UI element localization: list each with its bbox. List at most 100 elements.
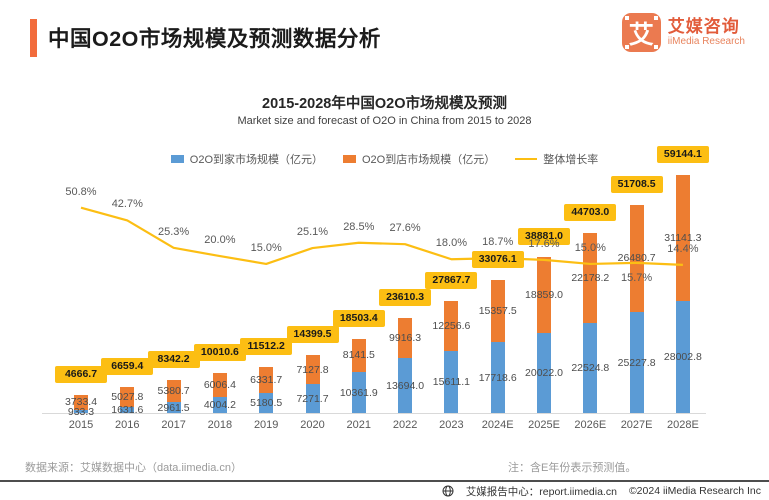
store-value-label: 6331.7: [250, 373, 283, 386]
total-value-badge: 27867.7: [425, 272, 478, 290]
legend-item-store: O2O到店市场规模（亿元）: [343, 151, 495, 167]
growth-rate-label: 20.0%: [204, 234, 236, 247]
growth-rate-label: 18.7%: [482, 236, 514, 249]
bar-segment-home: [120, 406, 135, 414]
bar-segment-home: [166, 401, 181, 414]
growth-rate-label: 28.5%: [343, 220, 375, 233]
bar-segment-home: [305, 384, 320, 414]
growth-rate-label: 25.3%: [157, 225, 190, 238]
footer-divider: [0, 480, 769, 482]
bar-segment-store: [305, 355, 320, 385]
globe-icon: [442, 485, 454, 497]
bar-segment-store: [259, 367, 274, 393]
bar-segment-store: [351, 338, 366, 372]
bar-segment-home: [583, 322, 598, 414]
bar-segment-home: [629, 311, 644, 414]
page-title: 中国O2O市场规模及预测数据分析: [48, 27, 381, 51]
title-accent-bar: [30, 19, 37, 57]
growth-rate-label: 15.0%: [250, 241, 282, 254]
bar-segment-store: [675, 174, 690, 301]
bar-segment-store: [629, 204, 644, 312]
legend-swatch-blue: [170, 155, 184, 163]
store-value-label: 6006.4: [203, 379, 236, 392]
store-value-label: 18859.0: [525, 288, 563, 301]
bar-segment-home: [351, 371, 366, 414]
logo-corner-decoration: [653, 16, 658, 20]
report-center: 艾媒报告中心：report.iimedia.cn: [465, 485, 617, 498]
legend-swatch-line: [515, 157, 538, 161]
logo-corner-decoration: [653, 45, 658, 49]
growth-rate-label: 25.1%: [296, 226, 329, 239]
x-axis-label: 2018: [207, 419, 233, 431]
legend-swatch-orange: [343, 155, 356, 163]
bar-segment-store: [444, 301, 459, 351]
total-value-badge: 4666.7: [55, 365, 107, 383]
x-axis-label: 2017: [161, 419, 186, 431]
store-value-label: 3733.4: [64, 396, 98, 409]
bar-segment-store: [74, 394, 88, 410]
total-value-badge: 10010.6: [193, 344, 246, 362]
growth-rate-label: 42.7%: [111, 198, 143, 211]
logo-corner-decoration: [624, 45, 629, 49]
total-value-badge: 14399.5: [286, 326, 339, 344]
legend-item-growth: 整体增长率: [515, 151, 598, 167]
legend-label-store: O2O到店市场规模（亿元）: [362, 154, 496, 166]
legend-item-home: O2O到家市场规模（亿元）: [170, 151, 323, 167]
store-value-label: 5380.7: [157, 384, 190, 397]
growth-rate-label: 17.6%: [528, 237, 560, 250]
total-value-badge: 59144.1: [656, 145, 709, 163]
x-axis-label: 2015: [68, 419, 94, 431]
footer-bar: 艾媒报告中心：report.iimedia.cn ©2024 iiMedia R…: [0, 482, 769, 500]
store-value-label: 31141.3: [664, 231, 702, 244]
x-axis-label: 2028E: [666, 419, 699, 431]
home-value-label: 5180.5: [250, 397, 283, 410]
total-value-badge: 8342.2: [147, 350, 200, 368]
x-axis-label: 2019: [253, 419, 279, 431]
chart-title: 2015-2028年中国O2O市场规模及预测: [262, 96, 507, 112]
bar-segment-store: [398, 318, 413, 359]
bar-segment-home: [490, 342, 505, 414]
footnote: 注：含E年份表示预测值。: [508, 462, 637, 474]
total-value-badge: 44703.0: [564, 204, 617, 222]
home-value-label: 7271.7: [296, 392, 329, 405]
home-value-label: 10361.9: [339, 386, 378, 399]
legend-label-home: O2O到家市场规模（亿元）: [189, 154, 323, 166]
brand-name: 艾媒咨询: [667, 17, 740, 36]
growth-rate-label: 50.8%: [65, 185, 97, 198]
home-value-label: 2961.5: [157, 401, 190, 414]
total-value-badge: 51708.5: [610, 175, 663, 193]
store-value-label: 15357.5: [478, 305, 517, 318]
x-axis-label: 2020: [300, 419, 325, 431]
x-axis-label: 2024E: [481, 419, 514, 431]
growth-rate-label: 18.0%: [435, 237, 467, 250]
legend-label-growth: 整体增长率: [543, 154, 599, 166]
x-axis-label: 2025E: [528, 419, 560, 431]
growth-rate-label: 14.4%: [667, 242, 699, 255]
copyright: ©2024 iiMedia Research Inc: [628, 485, 761, 497]
growth-line: [80, 206, 683, 266]
brand-logo: 艾 艾媒咨询 iiMedia Research: [621, 13, 745, 52]
x-axis-line: [42, 413, 706, 414]
brand-logo-text: 艾媒咨询 iiMedia Research: [668, 17, 745, 48]
x-axis-label: 2022: [392, 419, 418, 431]
store-value-label: 26480.7: [617, 252, 656, 265]
x-axis-label: 2021: [346, 419, 372, 431]
store-value-label: 5027.8: [111, 390, 144, 403]
home-value-label: 933.3: [67, 405, 95, 418]
total-value-badge: 33076.1: [471, 251, 524, 269]
x-axis-label: 2023: [439, 419, 464, 431]
store-value-label: 7127.8: [296, 363, 329, 376]
store-value-label: 22178.2: [571, 271, 610, 284]
bar-segment-store: [212, 373, 227, 398]
home-value-label: 28002.8: [663, 351, 702, 364]
total-value-badge: 6659.4: [101, 357, 154, 375]
home-value-label: 25227.8: [617, 356, 656, 369]
home-value-label: 15611.1: [432, 376, 470, 389]
bar-segment-store: [166, 379, 181, 402]
total-value-badge: 38881.0: [518, 227, 570, 245]
bar-segment-home: [675, 300, 690, 414]
bar-segment-home: [537, 332, 551, 414]
home-value-label: 20022.0: [525, 367, 563, 380]
total-value-badge: 18503.4: [332, 309, 385, 327]
